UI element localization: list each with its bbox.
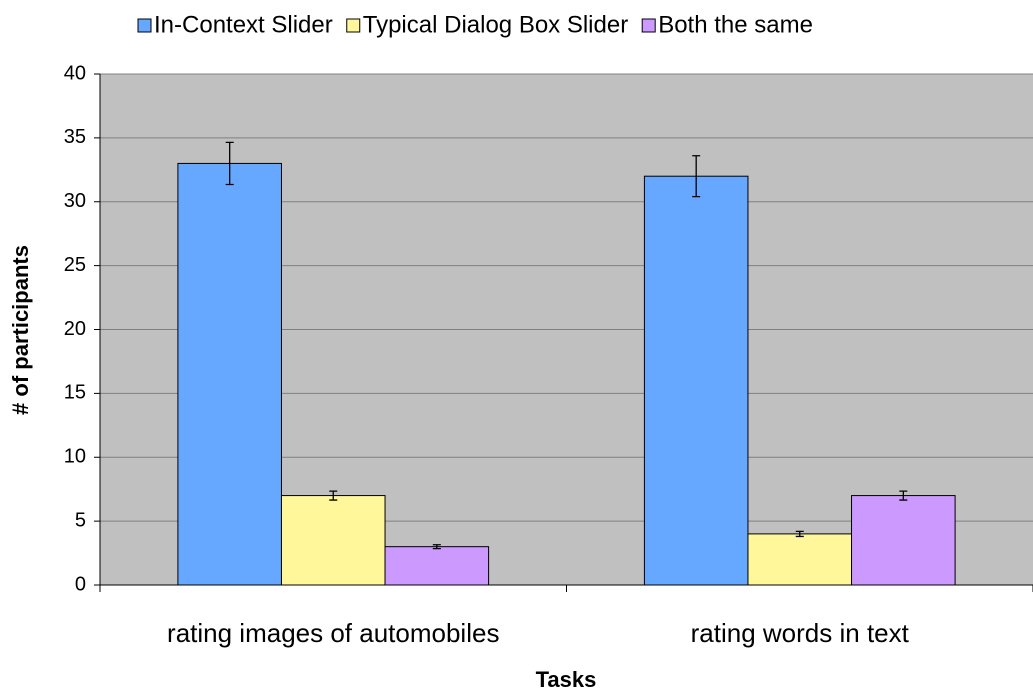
legend-swatch <box>641 18 656 33</box>
legend-swatch <box>137 18 152 33</box>
y-tick-label: 15 <box>64 382 86 404</box>
legend-label: Typical Dialog Box Slider <box>363 11 628 38</box>
error-bar <box>329 490 338 501</box>
bar <box>851 495 956 586</box>
x-tick-label: rating words in text <box>691 618 910 648</box>
bar <box>747 533 853 586</box>
bar <box>384 546 490 586</box>
y-tick-label: 0 <box>75 573 86 595</box>
y-tick-label: 25 <box>64 254 86 276</box>
y-tick-label: 40 <box>64 62 86 84</box>
y-tick-label: 20 <box>64 318 86 340</box>
error-bar <box>899 490 908 501</box>
bar <box>280 495 386 586</box>
bar <box>643 175 749 586</box>
x-axis-title: Tasks <box>536 667 597 692</box>
error-bar <box>225 141 234 186</box>
legend-label: In-Context Slider <box>154 11 333 38</box>
error-bar <box>432 544 441 550</box>
bar <box>177 162 282 586</box>
y-tick-label: 5 <box>75 509 86 531</box>
y-tick-label: 30 <box>64 190 86 212</box>
y-tick-label: 35 <box>64 126 86 148</box>
y-tick-label: 10 <box>64 446 86 468</box>
y-axis-title: # of participants <box>8 245 33 415</box>
legend-label: Both the same <box>658 11 813 38</box>
error-bar <box>692 155 701 198</box>
error-bar <box>795 530 804 538</box>
x-tick-label: rating images of automobiles <box>167 618 499 648</box>
legend-swatch <box>346 18 361 33</box>
